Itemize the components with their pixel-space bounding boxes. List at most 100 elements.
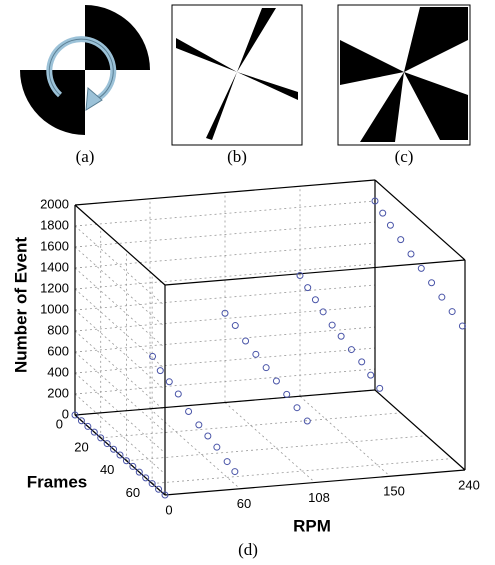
grid-line: [224, 402, 316, 483]
grid-line: [149, 408, 241, 490]
x-tick-label: 60: [237, 496, 251, 511]
grid-line: [74, 372, 166, 454]
data-point: [116, 451, 124, 459]
grid-line: [74, 330, 166, 412]
grid-line: [74, 393, 166, 475]
data-point: [397, 236, 405, 244]
panel-c: [337, 4, 471, 146]
data-point: [272, 377, 280, 385]
y-tick-label: 0: [56, 416, 63, 431]
y-tick-label: 60: [126, 485, 140, 500]
grid-line: [74, 246, 166, 328]
grid-line: [100, 412, 401, 439]
caption: (d): [238, 540, 258, 559]
data-point: [283, 390, 291, 398]
z-tick-label: 1000: [40, 301, 69, 316]
data-point: [347, 346, 355, 354]
z-tick-label: 1400: [40, 259, 69, 274]
z-tick-label: 1800: [40, 217, 69, 232]
z-tick-label: 2000: [40, 196, 69, 211]
caption: (a): [76, 147, 95, 166]
data-point: [448, 308, 456, 316]
data-point: [303, 417, 311, 425]
data-point: [97, 434, 105, 442]
grid-line: [126, 435, 427, 462]
panel-a: [20, 5, 150, 135]
y-tick-label: 20: [74, 439, 88, 454]
data-point: [242, 337, 250, 345]
data-point: [71, 411, 79, 419]
z-tick-label: 800: [47, 322, 69, 337]
grid-line: [74, 305, 376, 332]
data-point: [262, 364, 270, 372]
data-point: [122, 457, 130, 465]
box-edge: [164, 259, 466, 286]
data-point: [458, 322, 466, 330]
data-point: [252, 350, 260, 358]
grid-line: [74, 200, 376, 227]
grid-line: [74, 221, 376, 248]
grid-line: [74, 288, 166, 370]
data-point: [328, 321, 336, 329]
data-point: [371, 197, 379, 205]
data-point: [149, 352, 157, 360]
box-edge: [74, 204, 166, 286]
data-point: [165, 378, 173, 386]
data-point: [311, 296, 319, 304]
data-point: [231, 322, 239, 330]
data-point: [135, 468, 143, 476]
z-axis-label: Number of Event: [11, 237, 30, 373]
box-edge: [374, 179, 466, 261]
data-point: [185, 408, 193, 416]
x-axis-label: RPM: [293, 516, 331, 535]
x-tick-label: 108: [308, 490, 330, 505]
z-tick-label: 1600: [40, 238, 69, 253]
grid-line: [74, 225, 166, 307]
data-point: [110, 445, 118, 453]
data-point: [358, 358, 366, 366]
box-edge: [374, 389, 466, 471]
data-point: [223, 458, 231, 466]
data-point: [204, 432, 212, 440]
box-edge: [74, 414, 166, 496]
x-tick-label: 150: [383, 484, 405, 499]
grid-line: [74, 267, 166, 349]
z-tick-label: 600: [47, 343, 69, 358]
x-tick-label: 0: [165, 502, 172, 517]
data-point: [367, 371, 375, 379]
data-point: [84, 422, 92, 430]
data-point: [438, 293, 446, 301]
box-edge: [74, 179, 376, 206]
z-tick-label: 1200: [40, 280, 69, 295]
data-point: [376, 384, 384, 392]
data-point: [161, 491, 169, 499]
grid-line: [74, 309, 166, 391]
data-point: [337, 332, 345, 340]
data-point: [386, 221, 394, 229]
y-tick-label: 40: [100, 462, 114, 477]
box-edge: [164, 469, 466, 496]
data-point: [428, 279, 436, 287]
data-point: [156, 367, 164, 375]
data-point: [77, 417, 85, 425]
data-point: [231, 468, 239, 476]
data-point: [129, 462, 137, 470]
data-point: [142, 474, 150, 482]
data-point: [293, 404, 301, 412]
caption: (b): [227, 147, 247, 166]
z-tick-label: 0: [62, 406, 69, 421]
data-point: [296, 272, 304, 279]
caption: (c): [395, 147, 414, 166]
data-point: [195, 421, 203, 429]
data-point: [103, 440, 111, 448]
panel-b: [171, 4, 303, 146]
y-axis-label: Frames: [27, 472, 87, 491]
grid-line: [74, 351, 166, 433]
box-edge: [74, 389, 376, 416]
data-point: [213, 443, 221, 451]
data-point: [319, 308, 327, 316]
data-point: [90, 428, 98, 436]
data-point: [417, 264, 425, 272]
data-point: [155, 485, 163, 493]
grid-line: [74, 326, 376, 353]
